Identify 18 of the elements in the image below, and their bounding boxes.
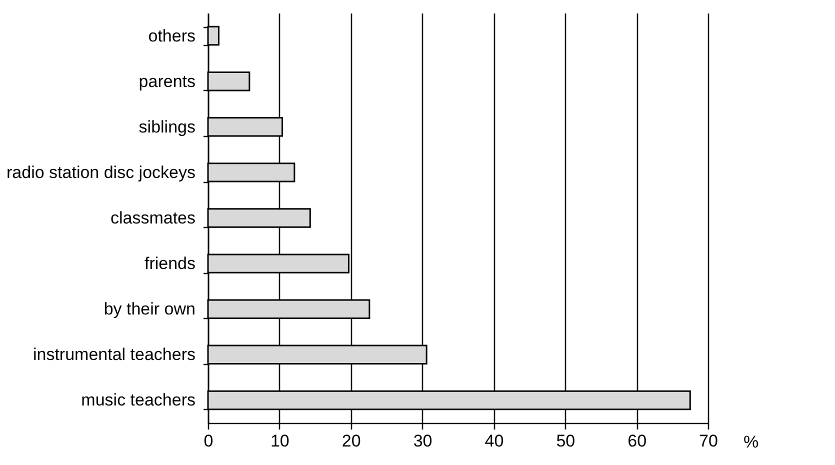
x-tick-label: 50 — [556, 432, 576, 450]
x-tick-label: 0 — [204, 432, 214, 450]
y-tick-label: parents — [138, 72, 196, 91]
x-tick-label: 30 — [413, 432, 432, 450]
x-tick-label: 40 — [484, 432, 504, 450]
y-tick-label: by their own — [104, 300, 196, 319]
x-tick-label: 10 — [270, 432, 290, 450]
y-tick-label: friends — [144, 254, 196, 274]
y-tick-label: radio station disc jockeys — [6, 162, 196, 182]
x-tick-label: 60 — [628, 432, 647, 450]
y-tick-label: instrumental teachers — [32, 345, 196, 364]
x-tick-label: 70 — [699, 432, 718, 450]
x-axis-title: % — [744, 432, 759, 452]
y-tick-label: siblings — [138, 117, 196, 136]
x-tick-label: 20 — [342, 432, 361, 450]
y-tick-label: classmates — [110, 208, 196, 228]
y-tick-label: others — [148, 26, 196, 46]
y-tick-label: music teachers — [81, 390, 196, 410]
